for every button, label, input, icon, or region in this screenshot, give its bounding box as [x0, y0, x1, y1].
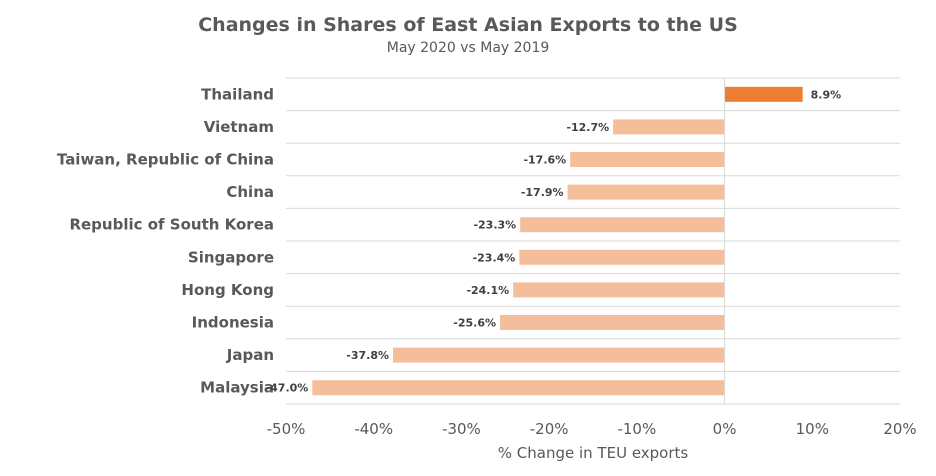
bar: [520, 217, 725, 233]
bar: [567, 184, 725, 200]
x-axis-title: % Change in TEU exports: [498, 444, 689, 462]
x-tick-label: -40%: [354, 420, 393, 438]
data-label: -17.9%: [521, 186, 564, 199]
x-tick-label: -50%: [267, 420, 306, 438]
category-label: Japan: [226, 346, 274, 364]
chart-subtitle: May 2020 vs May 2019: [386, 40, 550, 56]
bar: [393, 347, 725, 363]
data-label: -47.0%: [266, 382, 309, 395]
bar: [500, 315, 725, 330]
chart-title: Changes in Shares of East Asian Exports …: [198, 14, 738, 36]
data-label: -23.3%: [473, 219, 516, 232]
category-label: China: [226, 183, 274, 201]
data-label: -17.6%: [523, 154, 566, 167]
category-label: Singapore: [188, 248, 274, 266]
x-tick-label: -10%: [617, 420, 656, 438]
data-label: -37.8%: [346, 349, 389, 362]
category-label: Taiwan, Republic of China: [57, 151, 274, 169]
x-tick-label: -30%: [442, 420, 481, 438]
x-tick-label: 10%: [796, 420, 829, 438]
bar: [613, 119, 725, 135]
bar: [724, 86, 803, 102]
x-tick-label: -20%: [530, 420, 569, 438]
category-label: Vietnam: [204, 118, 274, 136]
x-tick-label: 20%: [883, 420, 916, 438]
bar: [312, 380, 725, 396]
bar: [519, 249, 725, 265]
data-label: -25.6%: [453, 317, 496, 330]
data-label: -24.1%: [466, 284, 509, 297]
bar: [570, 152, 725, 167]
category-label: Hong Kong: [181, 281, 274, 299]
category-label: Indonesia: [192, 314, 274, 332]
data-label: -12.7%: [566, 121, 609, 134]
category-label: Thailand: [201, 85, 274, 103]
bar: [513, 282, 725, 298]
category-label: Republic of South Korea: [69, 216, 274, 234]
x-tick-label: 0%: [713, 420, 737, 438]
data-label: -23.4%: [473, 251, 516, 264]
data-label: 8.9%: [811, 88, 842, 101]
category-label: Malaysia: [200, 379, 274, 397]
